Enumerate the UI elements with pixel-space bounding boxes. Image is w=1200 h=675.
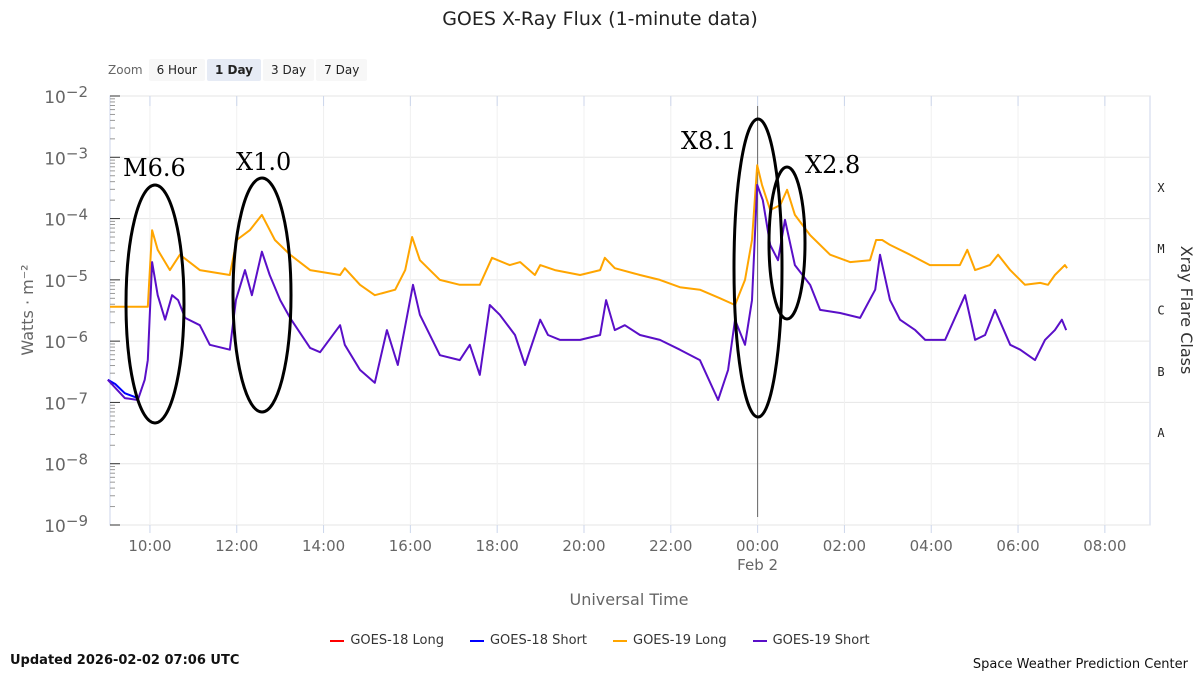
zoom-7-day-button[interactable]: 7 Day	[316, 59, 368, 81]
y-axis-right-title: Xray Flare Class	[1177, 246, 1196, 375]
legend-item-goes19-long[interactable]: GOES-19 Long	[613, 633, 727, 648]
x-tick-label: 22:00	[649, 537, 692, 555]
series-line-goes-19-short	[107, 183, 1068, 401]
y-tick-label: 10−8	[44, 451, 88, 476]
y-tick-label: 10−6	[44, 328, 88, 353]
x-tick-label: 06:00	[996, 537, 1039, 555]
x-tick-sublabel: Feb 2	[737, 556, 778, 574]
x-tick-label: 10:00	[128, 537, 171, 555]
annotation-label-m6-6: M6.6	[123, 154, 186, 182]
y-axis-title: Watts · m⁻²	[18, 264, 37, 355]
x-axis-title: Universal Time	[569, 590, 688, 609]
x-tick-label: 12:00	[215, 537, 258, 555]
flare-class-label-x: X	[1157, 181, 1165, 195]
annotation-ellipse-x2-8	[767, 165, 807, 321]
legend-label: GOES-18 Short	[489, 633, 587, 648]
legend-swatch	[752, 639, 767, 642]
zoom-6-hour-button[interactable]: 6 Hour	[148, 59, 205, 81]
legend-swatch	[613, 639, 627, 642]
legend-item-goes18-long[interactable]: GOES-18 Long	[330, 633, 444, 648]
legend-label: GOES-18 Long	[350, 633, 444, 648]
chart-title: GOES X-Ray Flux (1-minute data)	[442, 8, 758, 30]
credit: Space Weather Prediction Center	[972, 657, 1188, 672]
legend-swatch	[330, 639, 345, 642]
annotation-ellipse-m6-6	[124, 183, 186, 425]
series-line-goes-19-long	[110, 164, 1068, 308]
zoom-1-day-button[interactable]: 1 Day	[206, 59, 261, 81]
flare-class-label-b: B	[1157, 365, 1164, 379]
x-tick-label: 02:00	[823, 537, 866, 555]
series-line-goes-18-short	[107, 378, 139, 400]
y-tick-label: 10−9	[44, 512, 88, 537]
x-tick-label: 14:00	[302, 537, 345, 555]
x-tick-label: 00:00	[736, 537, 779, 555]
y-tick-label: 10−3	[44, 144, 88, 169]
legend: GOES-18 Long GOES-18 Short GOES-19 Long …	[0, 633, 1200, 648]
legend-item-goes19-short[interactable]: GOES-19 Short	[752, 633, 870, 648]
annotation-ellipse-x1-0	[231, 176, 293, 414]
flare-class-label-a: A	[1157, 426, 1165, 440]
legend-swatch	[469, 639, 484, 642]
zoom-3-day-button[interactable]: 3 Day	[263, 59, 315, 81]
annotation-ellipse-x8-1	[732, 117, 784, 419]
y-tick-label: 10−5	[44, 267, 88, 292]
flare-annotations: M6.6 X1.0 X8.1 X2.8	[123, 117, 860, 425]
annotation-label-x1-0: X1.0	[236, 148, 291, 176]
x-tick-label: 16:00	[389, 537, 432, 555]
legend-label: GOES-19 Short	[772, 633, 870, 648]
x-tick-label: 04:00	[910, 537, 953, 555]
legend-label: GOES-19 Long	[633, 633, 727, 648]
x-tick-label: 20:00	[562, 537, 605, 555]
annotation-label-x2-8: X2.8	[805, 151, 860, 179]
legend-item-goes18-short[interactable]: GOES-18 Short	[469, 633, 587, 648]
zoom-label: Zoom	[108, 63, 143, 77]
zoom-controls: Zoom 6 Hour 1 Day 3 Day 7 Day	[108, 59, 369, 81]
x-tick-label: 18:00	[476, 537, 519, 555]
flare-class-label-c: C	[1157, 304, 1164, 318]
y-tick-label: 10−4	[44, 206, 88, 231]
annotation-label-x8-1: X8.1	[681, 127, 736, 155]
updated-timestamp: Updated 2026-02-02 07:06 UTC	[10, 653, 240, 668]
x-tick-label: 08:00	[1083, 537, 1126, 555]
y-tick-label: 10−7	[44, 389, 88, 414]
y-tick-label: 10−2	[44, 83, 88, 108]
flare-class-label-m: M	[1157, 242, 1164, 256]
